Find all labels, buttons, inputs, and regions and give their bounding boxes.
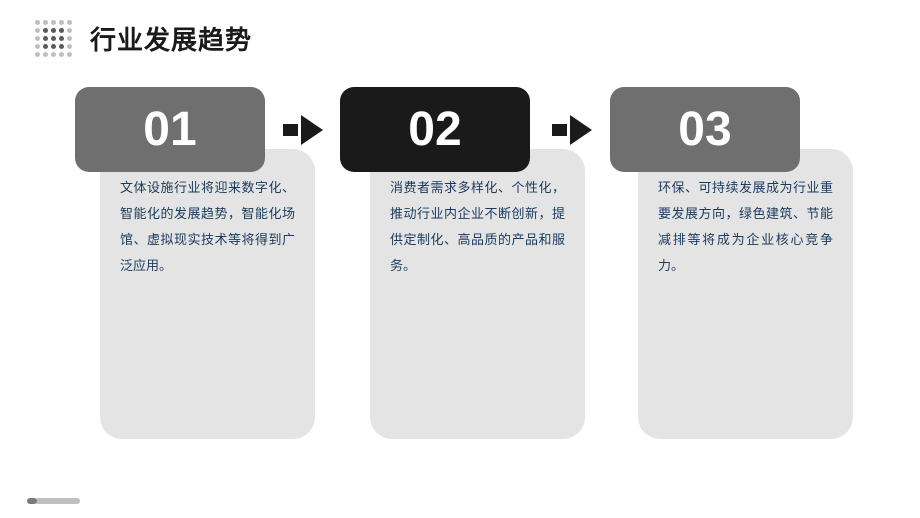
footer-progress-bar xyxy=(35,498,80,504)
desc-box-2: 消费者需求多样化、个性化，推动行业内企业不断创新，提供定制化、高品质的产品和服务… xyxy=(370,149,585,439)
arrow-icon-1 xyxy=(283,115,323,145)
number-box-3: 03 xyxy=(610,87,800,172)
dot-grid-icon xyxy=(35,20,72,57)
desc-box-1: 文体设施行业将迎来数字化、智能化的发展趋势，智能化场馆、虚拟现实技术等将得到广泛… xyxy=(100,149,315,439)
desc-box-3: 环保、可持续发展成为行业重要发展方向，绿色建筑、节能减排等将成为企业核心竞争力。 xyxy=(638,149,853,439)
number-2: 02 xyxy=(408,102,461,157)
desc-text-2: 消费者需求多样化、个性化，推动行业内企业不断创新，提供定制化、高品质的产品和服务… xyxy=(390,175,565,279)
header: 行业发展趋势 xyxy=(0,0,920,57)
page-title: 行业发展趋势 xyxy=(90,20,252,57)
footer-progress-indicator xyxy=(27,498,37,504)
desc-text-3: 环保、可持续发展成为行业重要发展方向，绿色建筑、节能减排等将成为企业核心竞争力。 xyxy=(658,175,833,279)
arrow-icon-2 xyxy=(552,115,592,145)
number-3: 03 xyxy=(678,102,731,157)
diagram-stage: 文体设施行业将迎来数字化、智能化的发展趋势，智能化场馆、虚拟现实技术等将得到广泛… xyxy=(0,87,920,507)
desc-text-1: 文体设施行业将迎来数字化、智能化的发展趋势，智能化场馆、虚拟现实技术等将得到广泛… xyxy=(120,175,295,279)
number-box-1: 01 xyxy=(75,87,265,172)
number-box-2: 02 xyxy=(340,87,530,172)
number-1: 01 xyxy=(143,102,196,157)
